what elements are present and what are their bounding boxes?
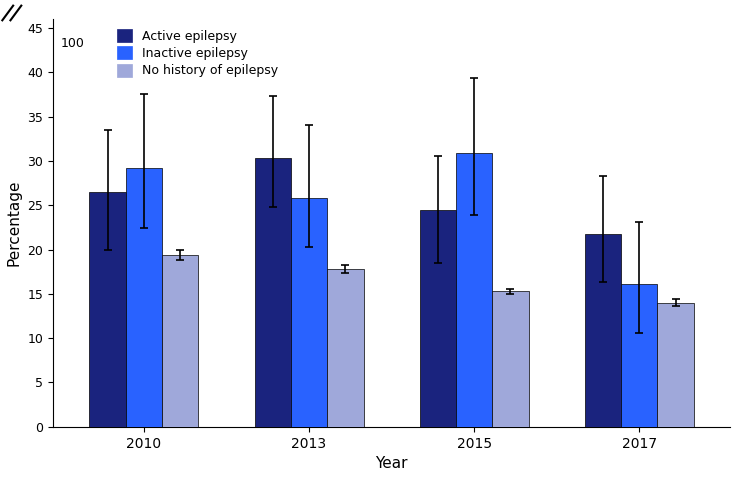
Bar <box>456 153 492 427</box>
Bar <box>254 158 291 427</box>
Bar <box>419 210 456 427</box>
Bar <box>621 284 657 427</box>
Bar <box>327 269 363 427</box>
Bar <box>492 291 528 427</box>
Bar <box>584 234 621 427</box>
Bar <box>291 198 327 427</box>
X-axis label: Year: Year <box>375 456 408 471</box>
Text: 100: 100 <box>61 37 85 50</box>
Bar <box>162 255 198 427</box>
Bar <box>89 192 126 427</box>
Bar <box>126 168 162 427</box>
Bar <box>657 303 694 427</box>
Legend: Active epilepsy, Inactive epilepsy, No history of epilepsy: Active epilepsy, Inactive epilepsy, No h… <box>113 25 282 81</box>
Y-axis label: Percentage: Percentage <box>7 180 22 266</box>
